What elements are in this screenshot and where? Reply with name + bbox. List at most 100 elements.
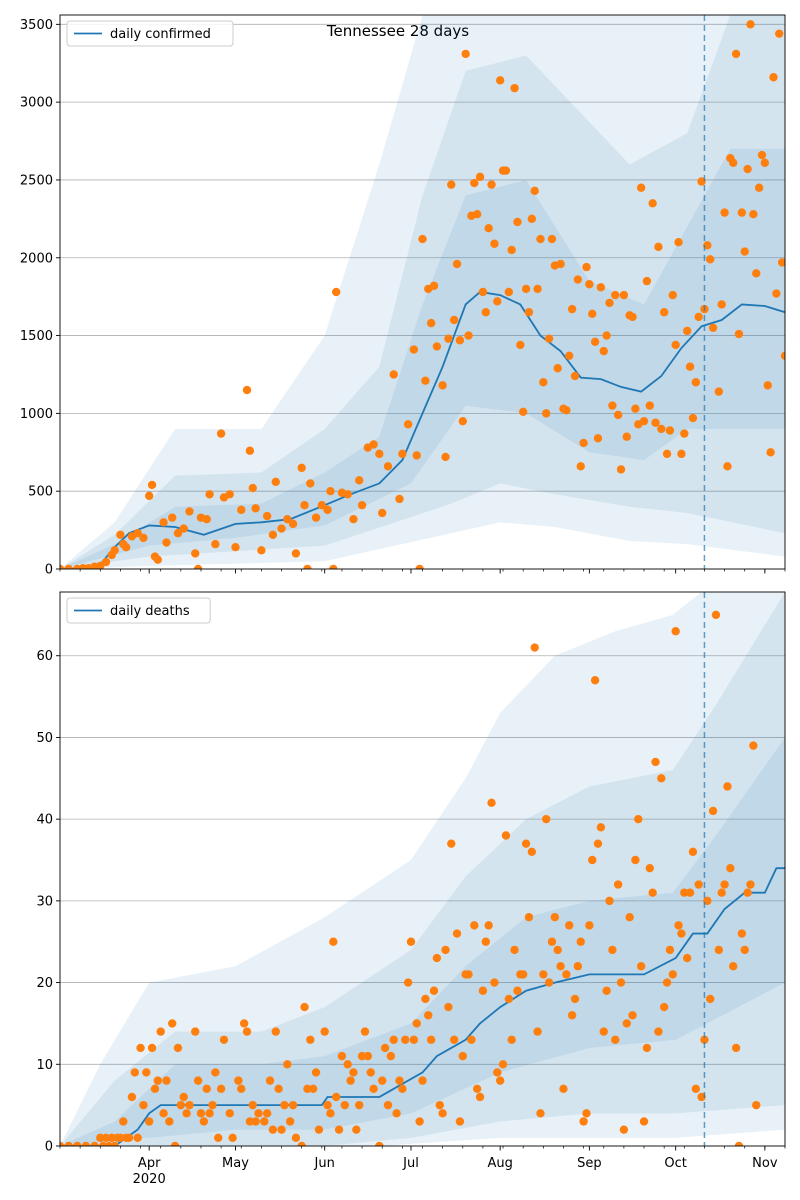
data-point	[130, 1068, 140, 1077]
data-point	[447, 839, 456, 848]
data-point	[766, 448, 775, 457]
data-point	[202, 515, 211, 524]
data-point	[303, 1084, 312, 1094]
data-point	[570, 371, 580, 381]
data-point	[539, 970, 548, 979]
data-point	[251, 1117, 260, 1126]
data-point	[150, 1084, 160, 1094]
data-point	[743, 888, 752, 897]
data-point	[691, 378, 701, 387]
data-point	[642, 276, 652, 286]
data-point	[421, 994, 430, 1004]
y-tick-label: 60	[36, 649, 53, 664]
data-point	[731, 49, 741, 59]
data-point	[424, 1011, 433, 1020]
data-point	[329, 564, 338, 569]
data-point	[449, 315, 459, 325]
data-point	[717, 300, 726, 309]
data-point	[343, 490, 352, 499]
data-point	[628, 1011, 637, 1020]
legend-label: daily deaths	[110, 604, 190, 619]
data-point	[331, 287, 341, 297]
data-point	[743, 164, 752, 174]
data-point	[225, 490, 234, 499]
data-point	[418, 234, 427, 244]
data-point	[326, 1109, 335, 1118]
data-point	[432, 342, 442, 351]
uncertainty-band-1	[60, 15, 785, 569]
data-point	[205, 490, 214, 499]
data-point	[524, 913, 534, 922]
data-point	[565, 351, 574, 361]
data-point	[536, 1109, 545, 1118]
data-point	[162, 1076, 171, 1085]
data-point	[665, 426, 675, 435]
data-point	[274, 1084, 283, 1094]
data-point	[490, 978, 499, 987]
data-point	[185, 1100, 194, 1110]
y-tick-label: 40	[36, 813, 53, 828]
data-point	[636, 962, 646, 971]
data-point	[251, 504, 260, 513]
data-point	[501, 166, 511, 175]
data-point	[288, 1100, 298, 1110]
data-point	[455, 336, 465, 345]
data-point	[239, 1019, 249, 1028]
data-point	[363, 1051, 373, 1061]
data-point	[521, 284, 531, 294]
data-point	[426, 1035, 436, 1044]
data-point	[378, 508, 387, 518]
data-point	[395, 1076, 404, 1085]
data-point	[343, 1060, 352, 1069]
data-point	[317, 500, 327, 510]
data-point	[262, 1109, 272, 1118]
data-point	[357, 1051, 367, 1061]
data-point	[153, 555, 163, 564]
data-point	[392, 1109, 401, 1118]
data-point	[403, 978, 413, 987]
data-point	[162, 538, 171, 547]
data-point	[90, 1141, 99, 1146]
data-point	[539, 378, 548, 387]
data-point	[677, 449, 686, 459]
data-point	[685, 362, 695, 371]
plot-area-2	[60, 592, 785, 1146]
data-point	[645, 863, 654, 873]
data-point	[754, 183, 764, 192]
x-tick-label: Jul	[402, 1156, 419, 1171]
data-point	[729, 962, 738, 971]
data-point	[179, 524, 188, 533]
data-point	[355, 476, 364, 485]
data-point	[737, 208, 747, 217]
data-point	[775, 29, 784, 38]
data-point	[412, 451, 421, 460]
data-point	[260, 1117, 269, 1126]
data-point	[639, 1117, 649, 1126]
data-point	[697, 177, 706, 186]
data-point	[144, 1117, 154, 1126]
data-point	[277, 524, 286, 533]
data-point	[300, 1002, 309, 1012]
data-point	[119, 1117, 128, 1126]
x-tick-label: Apr	[138, 1156, 161, 1171]
data-point	[147, 480, 157, 490]
data-point	[248, 483, 257, 493]
data-point	[173, 1043, 183, 1053]
data-point	[495, 76, 505, 85]
data-point	[769, 73, 778, 82]
data-point	[536, 234, 545, 244]
data-point	[340, 1100, 350, 1110]
data-point	[182, 1109, 191, 1118]
data-point	[657, 424, 666, 434]
y-tick-label: 10	[36, 1058, 53, 1073]
data-point	[530, 186, 539, 196]
uncertainty-band-2	[60, 592, 785, 1146]
data-point	[729, 158, 738, 168]
data-point	[674, 238, 683, 247]
data-point	[323, 505, 332, 515]
data-point	[588, 855, 597, 865]
data-point	[553, 364, 562, 373]
data-point	[159, 1109, 168, 1118]
data-point	[521, 839, 531, 848]
data-point	[418, 1076, 427, 1085]
